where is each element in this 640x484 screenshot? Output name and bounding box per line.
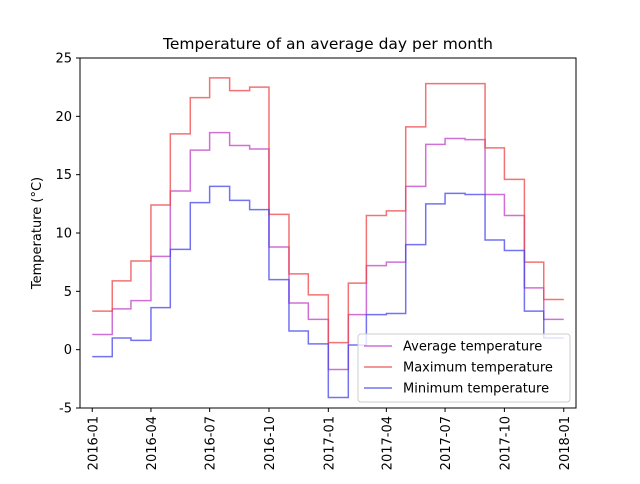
x-axis: 2016-01 2016-04 2016-07 2016-10 2017-01 2017-… [86, 408, 573, 470]
y-tick-label: 25 [55, 52, 72, 67]
y-tick-label: 20 [55, 110, 72, 125]
chart-title: Temperature of an average day per month [162, 35, 493, 53]
x-tick-label: 2016-10 [263, 416, 278, 470]
x-tick-label: 2016-01 [86, 416, 101, 470]
x-tick-label: 2017-10 [498, 416, 513, 470]
legend-label: Minimum temperature [403, 382, 549, 397]
x-tick-label: 2017-01 [322, 416, 337, 470]
series-line-2 [92, 185, 564, 399]
y-tick-label: -5 [59, 402, 72, 417]
y-tick-label: 5 [64, 285, 72, 300]
legend-entries: Average temperature Maximum temperature Mi… [364, 340, 553, 397]
y-tick-label: 10 [55, 227, 72, 242]
series-layer [92, 77, 564, 399]
x-tick-label: 2017-07 [439, 416, 454, 470]
y-axis-label: Temperature (°C) [30, 177, 45, 290]
legend-label: Average temperature [403, 340, 542, 355]
legend-label: Maximum temperature [403, 361, 553, 376]
y-axis: -5 0 5 10 15 20 25 [55, 52, 80, 417]
legend-box [357, 333, 571, 403]
x-tick-label: 2016-07 [204, 416, 219, 470]
x-tick-label: 2017-04 [380, 416, 395, 470]
legend: Average temperature Maximum temperature Mi… [357, 333, 571, 403]
series-line-1 [92, 77, 564, 344]
x-tick-label: 2018-01 [558, 416, 573, 470]
y-tick-label: 15 [55, 168, 72, 183]
y-tick-label: 0 [64, 343, 72, 358]
x-tick-label: 2016-04 [145, 416, 160, 470]
